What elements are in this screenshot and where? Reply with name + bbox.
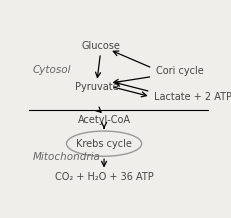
Text: CO₂ + H₂O + 36 ATP: CO₂ + H₂O + 36 ATP (55, 172, 153, 182)
Text: Lactate + 2 ATP: Lactate + 2 ATP (154, 92, 231, 102)
Text: Mitochondria: Mitochondria (32, 152, 100, 162)
Text: Cytosol: Cytosol (32, 65, 71, 75)
Text: Krebs cycle: Krebs cycle (76, 139, 132, 149)
Text: Glucose: Glucose (81, 41, 120, 51)
Text: Pyruvate: Pyruvate (75, 82, 119, 92)
Text: Cori cycle: Cori cycle (156, 66, 204, 77)
Text: Acetyl-CoA: Acetyl-CoA (78, 115, 131, 125)
